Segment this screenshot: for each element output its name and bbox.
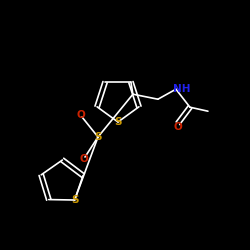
Text: S: S xyxy=(94,132,102,142)
Text: S: S xyxy=(114,117,122,127)
Text: O: O xyxy=(76,110,86,120)
Text: NH: NH xyxy=(173,84,191,94)
Text: S: S xyxy=(71,195,78,205)
Text: O: O xyxy=(174,122,182,132)
Text: O: O xyxy=(80,154,88,164)
